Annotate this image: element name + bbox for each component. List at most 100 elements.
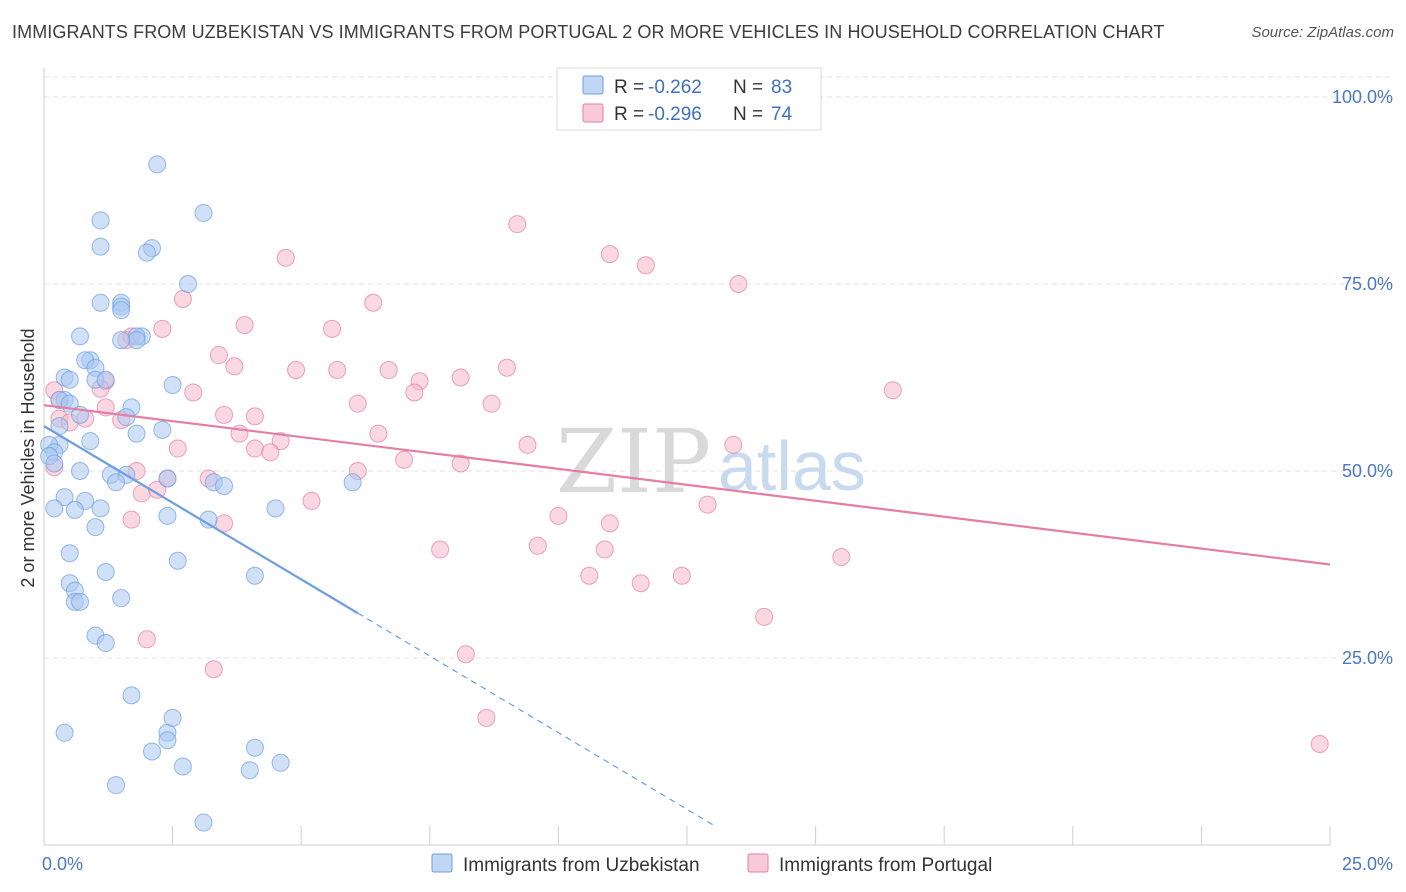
point-series-1-66 [755, 607, 774, 626]
point-series-0-59 [245, 566, 264, 585]
point-series-0-32 [153, 420, 172, 439]
point-series-1-39 [168, 439, 187, 458]
point-series-0-46 [343, 473, 362, 492]
point-series-1-27 [482, 394, 501, 413]
point-series-1-67 [137, 630, 156, 649]
point-series-0-11 [71, 327, 90, 346]
legend-n-value-uzbekistan: 83 [771, 77, 792, 98]
trend-line-series-1 [43, 404, 1331, 566]
point-series-0-0 [148, 155, 167, 174]
point-series-0-68 [55, 723, 74, 742]
legend-n-value-portugal: 74 [771, 104, 793, 125]
point-series-0-2 [91, 211, 110, 230]
point-series-0-6 [179, 275, 198, 293]
point-series-0-73 [245, 738, 264, 757]
legend-swatch-uzbekistan [582, 75, 604, 95]
point-series-1-61 [595, 540, 614, 559]
point-series-0-38 [45, 454, 64, 473]
point-series-1-12 [209, 346, 228, 365]
point-series-0-33 [81, 432, 100, 451]
y-tick-label-3: 100.0% [1332, 87, 1393, 107]
point-series-0-45 [215, 476, 234, 495]
point-series-0-47 [55, 488, 74, 507]
point-series-1-13 [225, 357, 244, 376]
point-series-0-66 [96, 634, 115, 653]
point-series-1-38 [271, 432, 290, 451]
point-series-0-39 [71, 462, 90, 480]
point-series-1-62 [832, 548, 851, 567]
point-series-0-8 [91, 293, 110, 312]
point-series-0-63 [71, 592, 90, 611]
point-series-1-59 [431, 540, 450, 559]
point-series-1-15 [328, 361, 347, 380]
legend-swatch-portugal [582, 103, 604, 123]
series-0-points [40, 155, 362, 832]
point-series-0-75 [240, 761, 259, 780]
point-series-0-15 [112, 331, 131, 350]
point-series-1-5 [173, 289, 192, 308]
point-series-0-51 [65, 500, 84, 519]
point-series-0-10 [112, 301, 131, 320]
point-series-1-43 [261, 443, 280, 462]
stats-legend: R = -0.262 N = 83 R = -0.296 N = 74 [556, 67, 822, 131]
point-series-0-64 [112, 589, 131, 608]
point-series-0-43 [158, 469, 177, 488]
point-series-1-42 [724, 435, 743, 454]
point-series-1-40 [245, 439, 264, 458]
point-series-0-72 [143, 742, 162, 761]
legend-n-label-portugal: N = [733, 104, 763, 125]
point-series-0-67 [122, 686, 141, 705]
point-series-0-3 [91, 237, 110, 256]
watermark: ZIP atlas [556, 410, 866, 513]
point-series-0-49 [91, 499, 110, 518]
point-series-1-37 [369, 424, 388, 443]
y-tick-label-2: 75.0% [1342, 274, 1393, 294]
source-credit: Source: ZipAtlas.com [1251, 24, 1394, 41]
point-series-1-69 [204, 660, 223, 679]
y-tick-labels: 25.0% 50.0% 75.0% 100.0% [1332, 87, 1393, 668]
bottom-legend-label-uzbekistan: Immigrants from Uzbekistan [463, 855, 700, 876]
point-series-1-6 [364, 293, 383, 312]
point-series-1-4 [276, 248, 295, 267]
point-series-1-60 [528, 536, 547, 555]
y-tick-label-1: 50.0% [1342, 461, 1393, 481]
x-tick-label-0: 0.0% [42, 854, 83, 874]
point-series-1-17 [497, 358, 516, 377]
grid-lines [44, 76, 1392, 659]
point-series-0-20 [60, 370, 79, 389]
point-series-1-7 [235, 316, 254, 335]
legend-r-label-portugal: R = [614, 104, 644, 125]
point-series-1-0 [508, 215, 527, 234]
point-series-1-22 [184, 383, 203, 402]
point-series-1-31 [245, 407, 264, 426]
point-series-0-42 [107, 473, 126, 492]
y-axis-title: 2 or more Vehicles in Household [18, 328, 38, 587]
legend-n-label-uzbekistan: N = [733, 77, 763, 98]
point-series-1-23 [405, 383, 424, 402]
point-series-1-2 [636, 256, 655, 275]
point-series-0-52 [266, 499, 285, 518]
trend-lines [43, 404, 1331, 826]
point-series-0-22 [96, 370, 115, 389]
point-series-0-53 [158, 506, 177, 525]
point-series-1-70 [477, 708, 496, 727]
point-series-0-74 [173, 757, 192, 776]
point-series-1-30 [215, 405, 234, 424]
point-series-1-26 [348, 394, 367, 413]
point-series-0-50 [45, 499, 64, 518]
point-series-1-14 [287, 361, 306, 380]
point-series-1-65 [631, 574, 650, 593]
point-series-1-71 [1310, 735, 1329, 754]
trend-extension-series-0 [357, 612, 714, 826]
point-series-0-5 [137, 243, 156, 262]
point-series-1-25 [883, 381, 902, 400]
point-series-0-70 [163, 708, 182, 727]
point-series-0-1 [194, 203, 213, 222]
point-series-1-3 [729, 275, 748, 293]
point-series-0-76 [271, 753, 290, 772]
point-series-0-78 [194, 813, 213, 832]
point-series-1-41 [518, 435, 537, 454]
point-series-0-31 [127, 424, 146, 443]
point-series-0-55 [86, 518, 105, 537]
point-series-1-1 [600, 245, 619, 264]
